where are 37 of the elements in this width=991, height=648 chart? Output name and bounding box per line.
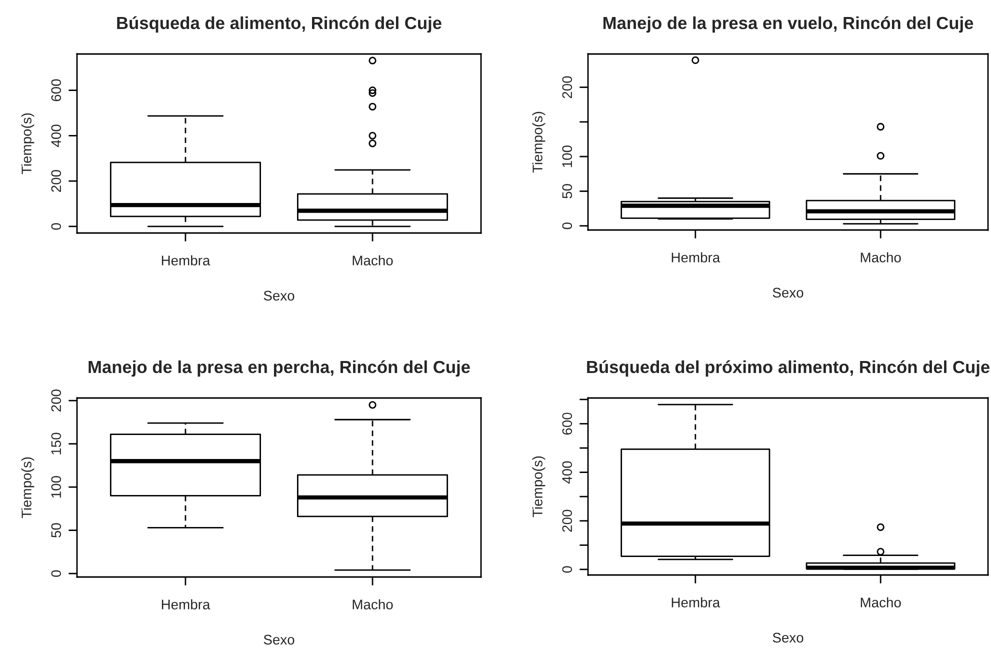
- x-axis-title: Sexo: [264, 634, 294, 645]
- x-axis-title: Sexo: [264, 290, 294, 301]
- y-tick-label: 200: [562, 76, 572, 98]
- y-tick-label: 200: [562, 510, 572, 532]
- chart-title: Manejo de la presa en vuelo, Rincón del Cuje: [603, 16, 974, 33]
- x-axis-title: Sexo: [772, 632, 804, 643]
- y-tick-label: 400: [562, 461, 572, 484]
- y-tick-label: 200: [51, 170, 62, 192]
- y-tick-label: 0: [51, 223, 62, 230]
- y-tick-label: 100: [562, 146, 572, 168]
- x-tick-label: Macho: [352, 255, 393, 266]
- y-tick-label: 0: [562, 566, 572, 573]
- y-axis-title: Tiempo(s): [21, 113, 34, 174]
- y-tick-label: 400: [51, 124, 62, 147]
- y-tick-label: 600: [51, 79, 62, 102]
- y-tick-label: 0: [51, 570, 62, 577]
- y-tick-label: 150: [51, 432, 62, 454]
- y-tick-label: 600: [562, 412, 572, 435]
- x-tick-label: Hembra: [672, 597, 720, 608]
- chart-title: Búsqueda de alimento, Rincón del Cuje: [117, 16, 442, 33]
- y-axis-title: Tiempo(s): [532, 112, 546, 173]
- x-tick-label: Macho: [860, 252, 901, 262]
- x-tick-label: Macho: [352, 599, 393, 610]
- y-tick-label: 50: [562, 184, 572, 198]
- chart-title: Manejo de la presa en percha, Rincón del Cuje: [88, 360, 470, 377]
- x-axis-title: Sexo: [772, 288, 804, 298]
- y-tick-label: 50: [51, 523, 62, 538]
- x-tick-label: Hembra: [162, 599, 210, 610]
- x-tick-label: Macho: [860, 597, 901, 608]
- x-tick-label: Hembra: [672, 252, 720, 262]
- y-axis-title: Tiempo(s): [532, 456, 546, 518]
- y-tick-label: 100: [51, 476, 62, 498]
- x-tick-label: Hembra: [162, 255, 210, 266]
- y-tick-label: 200: [51, 390, 62, 412]
- chart-title: Búsqueda del próximo alimento, Rincón del Cuje: [587, 360, 990, 377]
- y-axis-title: Tiempo(s): [21, 457, 34, 518]
- y-tick-label: 0: [562, 222, 572, 230]
